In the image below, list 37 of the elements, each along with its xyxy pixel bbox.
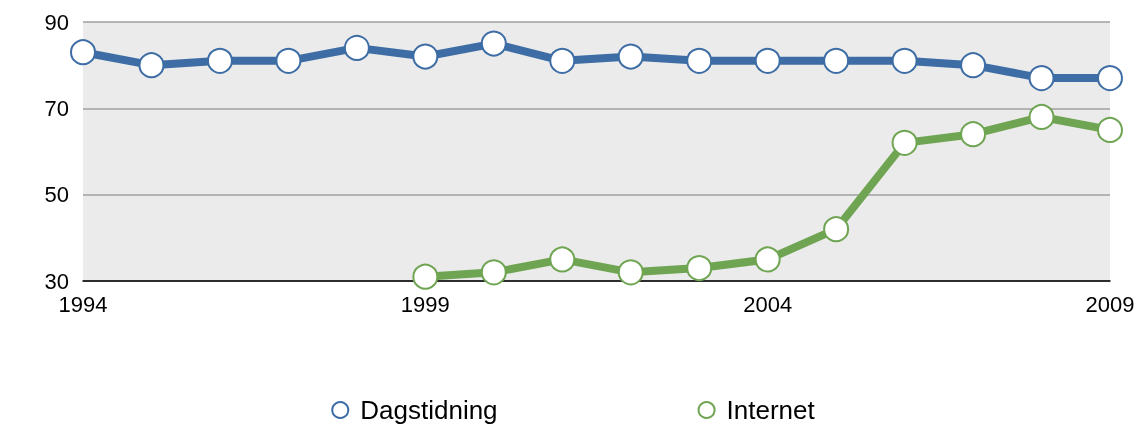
y-tick-label: 90 bbox=[44, 9, 69, 35]
point bbox=[480, 30, 507, 57]
y-tick-label: 50 bbox=[44, 182, 69, 208]
point bbox=[754, 47, 781, 74]
point bbox=[70, 39, 96, 66]
point bbox=[206, 47, 233, 74]
point bbox=[549, 246, 576, 273]
point bbox=[480, 259, 507, 286]
x-tick-label: 2004 bbox=[743, 291, 793, 317]
point bbox=[412, 43, 439, 70]
y-tick-label: 30 bbox=[44, 268, 69, 294]
point bbox=[754, 246, 781, 273]
point bbox=[1028, 103, 1055, 130]
point bbox=[891, 47, 918, 74]
x-tick-label: 2009 bbox=[1085, 291, 1135, 317]
point bbox=[823, 216, 850, 243]
point bbox=[1028, 65, 1055, 92]
point bbox=[617, 259, 644, 286]
point bbox=[412, 263, 439, 290]
x-tick-label: 1994 bbox=[58, 291, 108, 317]
point bbox=[1097, 116, 1123, 143]
point bbox=[138, 52, 165, 79]
point bbox=[617, 43, 644, 70]
point bbox=[343, 34, 370, 61]
y-tick-label: 70 bbox=[44, 95, 69, 121]
legend-label: Internet bbox=[726, 395, 816, 425]
point bbox=[960, 52, 987, 79]
point bbox=[823, 47, 850, 74]
point bbox=[549, 47, 576, 74]
point bbox=[275, 47, 302, 74]
point bbox=[686, 255, 713, 282]
point bbox=[891, 129, 918, 156]
point bbox=[1097, 65, 1123, 92]
point bbox=[686, 47, 713, 74]
x-tick-label: 1999 bbox=[400, 291, 450, 317]
legend-label: Dagstidning bbox=[360, 395, 498, 425]
point bbox=[960, 121, 987, 148]
